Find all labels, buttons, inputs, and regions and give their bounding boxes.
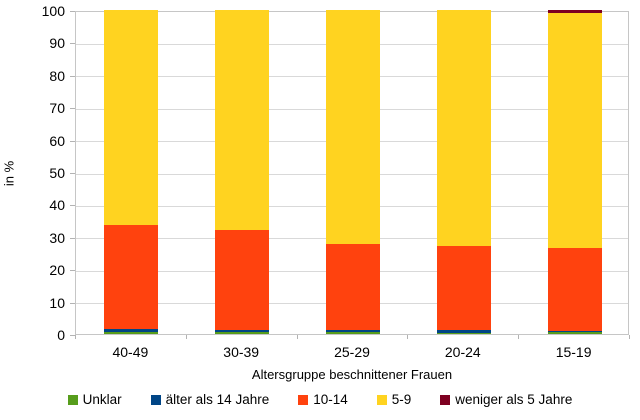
- x-tick-mark: [629, 335, 630, 339]
- legend-color-swatch: [67, 394, 78, 405]
- x-axis-title: Altersgruppe beschnittener Frauen: [251, 367, 453, 382]
- legend-label: 10-14: [313, 392, 348, 407]
- y-axis-title: in %: [1, 160, 17, 187]
- bar-group: [326, 10, 380, 334]
- legend-label: älter als 14 Jahre: [165, 392, 270, 407]
- legend: Unklar älter als 14 Jahre 10-14 5-9 weniger …: [0, 392, 640, 407]
- bar-segment--lter-als-14-jahre: [547, 331, 602, 333]
- x-tick-mark: [75, 335, 76, 339]
- y-tick-label: 100: [41, 3, 65, 19]
- legend-label: weniger als 5 Jahre: [455, 392, 573, 407]
- y-tick-label: 80: [49, 67, 65, 84]
- y-tick-mark: [70, 173, 75, 174]
- x-category-label: 20-24: [444, 344, 481, 360]
- bar-segment-10-14: [547, 248, 602, 332]
- legend-color-swatch: [298, 394, 309, 405]
- bar-segment-5-9: [436, 10, 491, 246]
- bar-segment-5-9: [547, 13, 602, 249]
- x-category-label: 40-49: [112, 344, 149, 360]
- y-tick-mark: [70, 11, 75, 12]
- y-tick-mark: [70, 75, 75, 77]
- y-tick-label: 20: [49, 262, 65, 279]
- legend-item: 10-14: [298, 392, 348, 407]
- x-category-label: 25-29: [334, 344, 370, 360]
- bar-segment-10-14: [104, 225, 159, 330]
- y-tick-label: 0: [57, 327, 65, 343]
- y-tick-label: 60: [49, 132, 65, 149]
- legend-color-swatch: [150, 394, 161, 405]
- bar-segment-unklar: [104, 332, 159, 334]
- legend-item: Unklar: [67, 392, 122, 407]
- bar-segment--lter-als-14-jahre: [436, 330, 491, 333]
- plot-area: [75, 10, 629, 335]
- bar-segment-10-14: [326, 243, 380, 331]
- legend-color-swatch: [376, 394, 387, 405]
- y-tick-label: 90: [49, 35, 65, 52]
- y-tick-label: 10: [49, 294, 65, 311]
- bar-segment-unklar: [326, 332, 380, 334]
- x-tick-mark: [185, 335, 187, 339]
- bar-segment--lter-als-14-jahre: [104, 329, 159, 333]
- legend-item: 5-9: [376, 392, 412, 407]
- y-tick-mark: [70, 140, 75, 142]
- bar-segment-10-14: [215, 230, 270, 331]
- bar-segment-unklar: [436, 332, 491, 334]
- legend-item: älter als 14 Jahre: [150, 392, 270, 407]
- bar-group: [104, 10, 159, 334]
- bar-group: [547, 10, 602, 334]
- y-tick-mark: [70, 205, 75, 207]
- bar-segment-weniger-als-5-jahre: [547, 10, 602, 14]
- legend-item: weniger als 5 Jahre: [440, 392, 572, 407]
- bar-segment-5-9: [326, 10, 380, 244]
- y-tick-label: 50: [49, 165, 65, 181]
- x-category-label: 30-39: [223, 344, 260, 360]
- y-tick-label: 30: [49, 229, 65, 246]
- y-tick-mark: [70, 108, 75, 110]
- bar-segment-unklar: [215, 332, 270, 334]
- legend-color-swatch: [440, 394, 451, 405]
- y-tick-mark: [70, 270, 75, 272]
- y-tick-mark: [70, 335, 75, 336]
- x-tick-mark: [296, 335, 298, 339]
- bar-group: [215, 10, 270, 334]
- y-tick-label: 40: [49, 197, 65, 214]
- bar-segment-10-14: [436, 245, 491, 331]
- y-tick-label: 70: [49, 100, 65, 117]
- y-tick-mark: [70, 302, 75, 304]
- bar-segment--lter-als-14-jahre: [326, 330, 380, 333]
- legend-label: Unklar: [82, 392, 122, 407]
- y-tick-mark: [70, 43, 75, 45]
- bar-segment--lter-als-14-jahre: [215, 330, 270, 333]
- bar-segment-5-9: [104, 10, 159, 226]
- x-category-label: 15-19: [555, 344, 592, 360]
- bar-group: [436, 10, 491, 334]
- y-tick-mark: [70, 237, 75, 239]
- x-tick-mark: [407, 335, 409, 339]
- x-tick-mark: [518, 335, 520, 339]
- bar-segment-unklar: [547, 332, 602, 334]
- bar-segment-5-9: [215, 10, 270, 231]
- legend-label: 5-9: [391, 392, 412, 407]
